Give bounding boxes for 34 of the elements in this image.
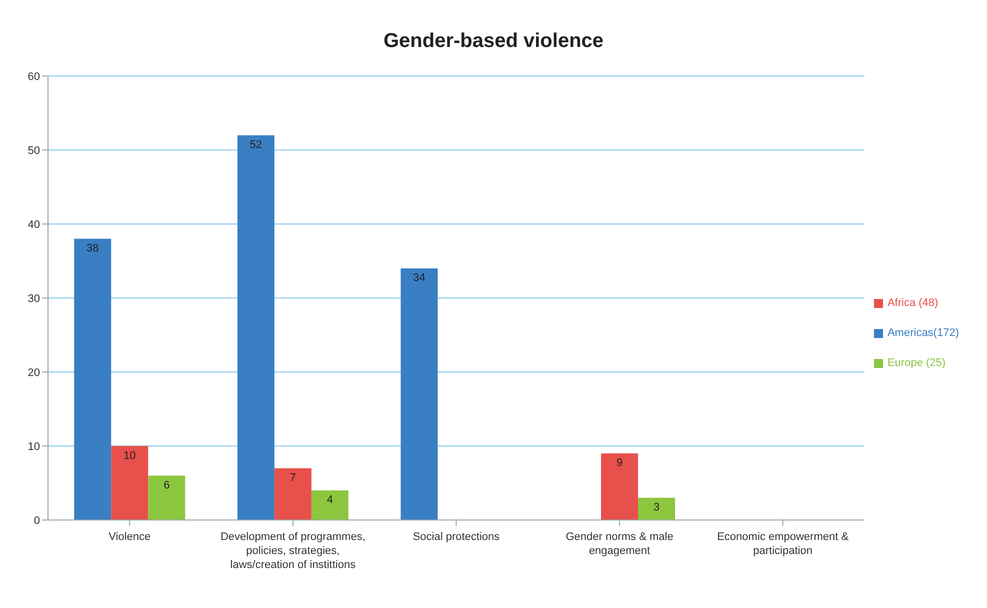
bar <box>601 453 638 520</box>
y-tick-label: 50 <box>28 144 40 157</box>
bar <box>274 468 312 520</box>
data-label: 52 <box>250 139 262 152</box>
y-tick-label: 40 <box>28 218 40 231</box>
y-tick-label: 0 <box>34 514 40 527</box>
bar <box>111 446 148 520</box>
data-label: 3 <box>653 502 660 514</box>
data-label: 4 <box>326 494 333 506</box>
x-tick-label: Economic empowerment & participation <box>717 531 850 557</box>
x-tick-label: Development of programmes, policies, strategies, laws/creation of instittions <box>220 531 366 571</box>
legend-label: Africa (48) <box>887 297 938 309</box>
bar <box>74 238 112 520</box>
data-label: 10 <box>124 450 136 462</box>
x-tick-label: Social protections <box>412 531 500 543</box>
chart-title: Gender-based violence <box>382 29 605 54</box>
data-label: 7 <box>290 472 296 484</box>
y-tick-label: 30 <box>28 292 40 305</box>
bar <box>311 490 348 520</box>
data-label: 38 <box>86 242 99 255</box>
data-label: 9 <box>616 457 623 470</box>
x-tick-label: Gender norms & male engagement <box>566 531 674 557</box>
bar <box>638 498 676 520</box>
data-label: 6 <box>164 479 170 492</box>
y-tick-label: 10 <box>28 440 40 453</box>
data-label: 34 <box>413 272 426 284</box>
x-tick-label: Violence <box>108 531 151 543</box>
y-tick-label: 60 <box>28 70 40 83</box>
y-tick-label: 20 <box>28 366 40 379</box>
bar <box>148 476 186 520</box>
legend-label: Europe (25) <box>887 357 946 369</box>
bar <box>237 135 274 520</box>
bar <box>400 268 438 520</box>
legend-label: Americas(172) <box>887 327 959 339</box>
